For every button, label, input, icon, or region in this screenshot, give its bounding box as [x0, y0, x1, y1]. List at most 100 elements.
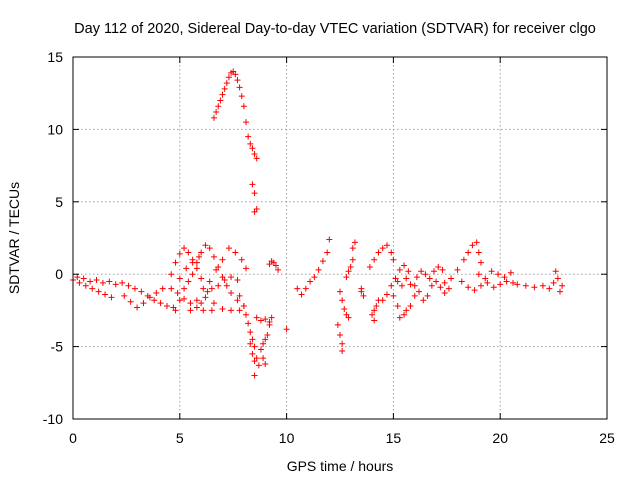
data-point: [473, 239, 480, 246]
data-point: [324, 249, 331, 256]
data-point: [249, 336, 256, 343]
data-point: [172, 259, 179, 266]
data-point: [185, 278, 192, 285]
data-point: [176, 275, 183, 282]
data-point: [550, 279, 557, 286]
data-point: [345, 268, 352, 275]
data-point: [557, 288, 564, 295]
data-point: [255, 362, 262, 369]
data-point: [232, 249, 239, 256]
data-point: [448, 275, 455, 282]
data-point: [375, 249, 382, 256]
data-point: [345, 314, 352, 321]
data-point: [202, 294, 209, 301]
x-tick-label: 10: [279, 430, 295, 446]
data-point: [441, 290, 448, 297]
data-point: [146, 294, 153, 301]
data-point: [213, 109, 220, 116]
data-point: [341, 305, 348, 312]
data-point: [371, 307, 378, 314]
data-point: [388, 249, 395, 256]
data-point: [334, 321, 341, 328]
data-series-sdtvar: [70, 68, 566, 379]
data-point: [228, 290, 235, 297]
data-point: [219, 256, 226, 263]
data-point: [236, 307, 243, 314]
data-point: [232, 71, 239, 78]
data-point: [383, 291, 390, 298]
data-point: [307, 278, 314, 285]
data-point: [358, 285, 365, 292]
data-point: [343, 274, 350, 281]
data-point: [383, 242, 390, 249]
data-point: [247, 329, 254, 336]
data-point: [396, 266, 403, 273]
y-tick-label: 10: [47, 121, 63, 137]
data-point: [366, 263, 373, 270]
x-axis-label: GPS time / hours: [287, 458, 394, 474]
data-point: [260, 355, 267, 362]
data-point: [221, 85, 228, 92]
data-point: [422, 271, 429, 278]
data-point: [198, 249, 205, 256]
data-point: [260, 340, 267, 347]
data-point: [469, 242, 476, 249]
data-point: [411, 282, 418, 289]
data-point: [411, 292, 418, 299]
data-point: [349, 256, 356, 263]
data-point: [193, 304, 200, 311]
data-point: [490, 284, 497, 291]
data-point: [465, 284, 472, 291]
data-point: [87, 278, 94, 285]
data-point: [210, 253, 217, 260]
data-point: [251, 190, 258, 197]
data-point: [219, 91, 226, 98]
data-point: [189, 259, 196, 266]
data-point: [272, 262, 279, 269]
data-point: [257, 317, 264, 324]
data-point: [407, 281, 414, 288]
data-point: [245, 320, 252, 327]
data-point: [373, 303, 380, 310]
data-point: [140, 300, 147, 307]
data-point: [215, 282, 222, 289]
data-point: [477, 282, 484, 289]
data-point: [198, 300, 205, 307]
data-point: [337, 332, 343, 339]
data-point: [219, 305, 226, 312]
data-point: [206, 278, 213, 285]
data-point: [379, 245, 386, 252]
data-point: [482, 275, 489, 282]
x-tick-label: 15: [386, 430, 402, 446]
data-point: [119, 279, 126, 286]
y-tick-labels: 15 10 5 0 -5 -10: [43, 49, 63, 427]
data-point: [275, 266, 282, 273]
data-point: [420, 297, 427, 304]
data-point: [347, 263, 354, 270]
data-point: [388, 282, 395, 289]
data-point: [396, 314, 403, 321]
data-point: [249, 181, 256, 188]
data-point: [138, 288, 145, 295]
data-point: [181, 245, 188, 252]
data-point: [401, 262, 408, 269]
data-point: [433, 278, 440, 285]
data-point: [268, 314, 275, 321]
data-point: [240, 303, 247, 310]
data-point: [531, 284, 538, 291]
data-point: [80, 275, 87, 282]
data-point: [283, 326, 290, 333]
data-point: [202, 242, 209, 249]
y-tick-label: -10: [43, 411, 63, 427]
data-point: [507, 269, 514, 276]
data-point: [228, 274, 235, 281]
data-point: [151, 297, 158, 304]
data-point: [424, 292, 431, 299]
data-point: [181, 295, 188, 302]
data-point: [234, 77, 241, 84]
data-point: [225, 74, 232, 81]
data-point: [390, 292, 397, 299]
data-point: [294, 285, 301, 292]
data-point: [89, 285, 96, 292]
